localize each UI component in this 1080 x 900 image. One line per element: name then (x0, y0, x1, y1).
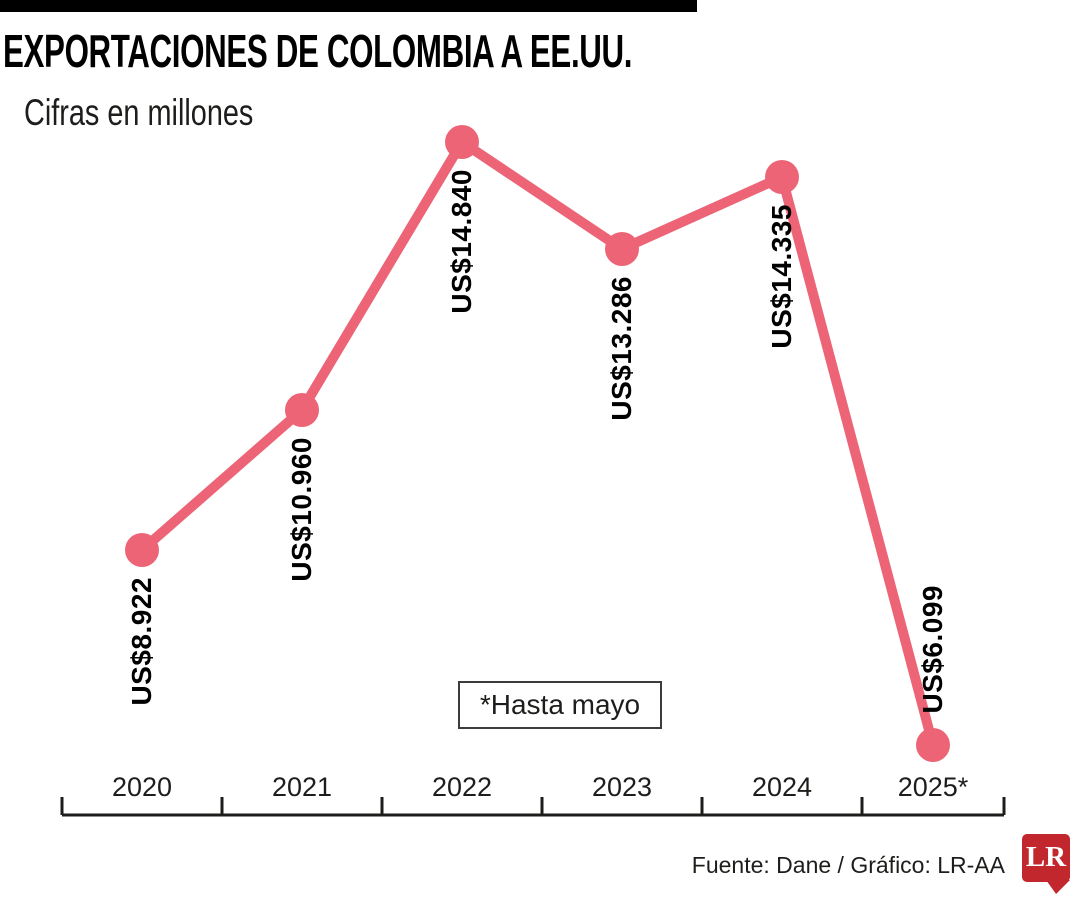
note-text: *Hasta mayo (479, 689, 641, 720)
source-credit: Fuente: Dane / Gráfico: LR-AA (691, 852, 1005, 878)
data-point (605, 232, 639, 266)
note-box: *Hasta mayo (458, 681, 662, 729)
data-point (916, 728, 950, 762)
value-label: US$8.922 (126, 577, 157, 706)
data-point (445, 125, 479, 159)
lr-logo: LR (1022, 834, 1070, 882)
x-tick-label: 2020 (111, 772, 173, 802)
value-label: US$6.099 (917, 585, 948, 714)
data-point (765, 160, 799, 194)
lr-logo-text: LR (1025, 840, 1067, 873)
chart-subtitle: Cifras en millones (24, 92, 254, 133)
data-point (125, 533, 159, 567)
x-tick-label: 2021 (271, 772, 333, 802)
series-line (137, 137, 938, 750)
value-label: US$10.960 (286, 437, 317, 582)
value-label: US$14.335 (766, 204, 797, 349)
top-bar (0, 0, 697, 12)
data-point (285, 393, 319, 427)
x-tick-label: 2023 (591, 772, 653, 802)
value-label: US$13.286 (606, 276, 637, 421)
page-title: EXPORTACIONES DE COLOMBIA A EE.UU. (3, 25, 633, 77)
x-tick-label: 2022 (431, 772, 493, 802)
x-tick-label: 2024 (751, 772, 813, 802)
x-tick-label: 2025* (897, 772, 969, 802)
value-label: US$14.840 (446, 169, 477, 314)
